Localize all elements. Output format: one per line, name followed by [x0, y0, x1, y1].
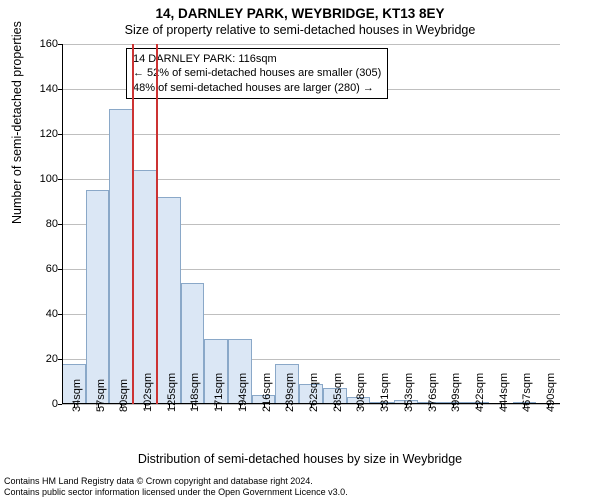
- xtick-label: 399sqm: [450, 373, 462, 412]
- y-axis-line: [62, 44, 63, 404]
- xtick-label: 490sqm: [545, 373, 557, 412]
- marker-line: [156, 44, 158, 404]
- ytick-label: 80: [0, 218, 58, 230]
- ytick-label: 60: [0, 263, 58, 275]
- bar: [109, 109, 133, 404]
- xtick-label: 194sqm: [237, 373, 249, 412]
- ytick-mark: [58, 134, 62, 135]
- ytick-label: 120: [0, 128, 58, 140]
- annotation-line1: 14 DARNLEY PARK: 116sqm: [133, 52, 381, 66]
- xtick-label: 285sqm: [332, 373, 344, 412]
- xtick-label: 57sqm: [95, 379, 107, 412]
- plot-area: 14 DARNLEY PARK: 116sqm ← 52% of semi-de…: [62, 44, 560, 404]
- xtick-label: 422sqm: [474, 373, 486, 412]
- xtick-label: 148sqm: [189, 373, 201, 412]
- ytick-mark: [58, 89, 62, 90]
- xtick-label: 171sqm: [213, 373, 225, 412]
- xtick-label: 102sqm: [142, 373, 154, 412]
- xtick-label: 216sqm: [261, 373, 273, 412]
- ytick-mark: [58, 44, 62, 45]
- xtick-label: 239sqm: [284, 373, 296, 412]
- y-axis-label: Number of semi-detached properties: [10, 21, 24, 224]
- xtick-label: 331sqm: [379, 373, 391, 412]
- title-secondary: Size of property relative to semi-detach…: [0, 21, 600, 37]
- ytick-mark: [58, 314, 62, 315]
- chart-container: 14, DARNLEY PARK, WEYBRIDGE, KT13 8EY Si…: [0, 0, 600, 500]
- xtick-label: 353sqm: [403, 373, 415, 412]
- footer-line1: Contains HM Land Registry data © Crown c…: [4, 476, 596, 487]
- xtick-label: 80sqm: [118, 379, 130, 412]
- annotation-box: 14 DARNLEY PARK: 116sqm ← 52% of semi-de…: [126, 48, 388, 99]
- footer-line2: Contains public sector information licen…: [4, 487, 596, 498]
- ytick-label: 160: [0, 38, 58, 50]
- xtick-label: 376sqm: [427, 373, 439, 412]
- ytick-mark: [58, 179, 62, 180]
- ytick-label: 100: [0, 173, 58, 185]
- bar: [86, 190, 110, 404]
- ytick-label: 20: [0, 353, 58, 365]
- ytick-label: 140: [0, 83, 58, 95]
- marker-line: [132, 44, 134, 404]
- xtick-label: 308sqm: [355, 373, 367, 412]
- ytick-label: 0: [0, 398, 58, 410]
- xtick-label: 262sqm: [308, 373, 320, 412]
- x-axis-label: Distribution of semi-detached houses by …: [0, 452, 600, 466]
- bar: [133, 170, 157, 404]
- title-primary: 14, DARNLEY PARK, WEYBRIDGE, KT13 8EY: [0, 0, 600, 21]
- ytick-mark: [58, 269, 62, 270]
- ytick-mark: [58, 224, 62, 225]
- annotation-line2: ← 52% of semi-detached houses are smalle…: [133, 66, 381, 80]
- ytick-mark: [58, 404, 62, 405]
- xtick-label: 444sqm: [498, 373, 510, 412]
- ytick-mark: [58, 359, 62, 360]
- xtick-label: 467sqm: [521, 373, 533, 412]
- annotation-line3: 48% of semi-detached houses are larger (…: [133, 81, 381, 95]
- ytick-label: 40: [0, 308, 58, 320]
- xtick-label: 34sqm: [71, 379, 83, 412]
- xtick-label: 125sqm: [166, 373, 178, 412]
- footer: Contains HM Land Registry data © Crown c…: [4, 476, 596, 499]
